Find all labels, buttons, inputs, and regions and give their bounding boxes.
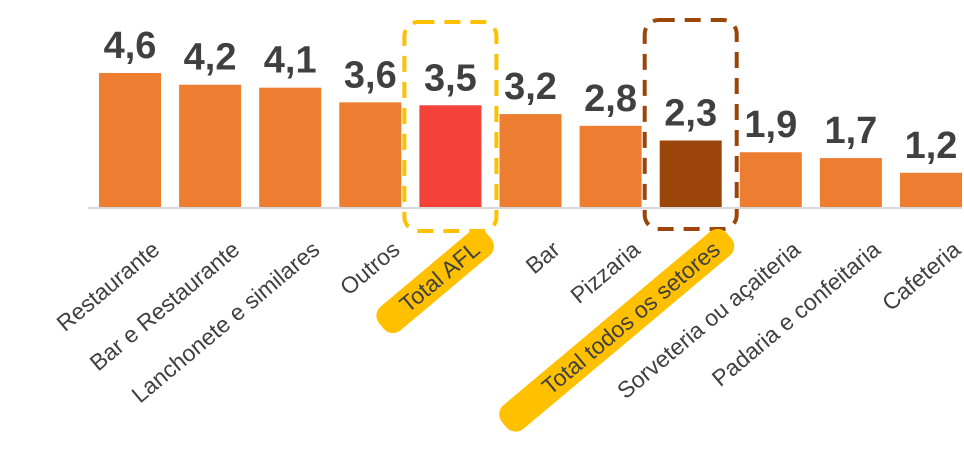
bar-sorveteria-ou-acaiteria [739,152,802,208]
highlight-frame-total-afl [402,20,499,233]
label-badge-total-todos-os-setores [499,229,735,432]
bar-restaurante [99,72,161,209]
category-label-outros: Outros [335,236,405,300]
value-label-restaurante: 4,6 [104,25,157,67]
value-label-total-afl: 3,5 [424,57,477,99]
value-labels: 4,6 4,2 4,1 3,6 3,5 3,2 2,8 2,3 1,9 1,7 1,2 [104,25,958,167]
bar-outros [339,102,402,208]
bar-lanchonete-e-similares [259,87,322,208]
bars [99,72,962,209]
bar-cafeteria [900,172,962,208]
value-label-padaria-e-confeitaria: 1,7 [824,110,877,152]
value-label-total-todos-os-setores: 2,3 [664,92,717,134]
value-label-sorveteria-ou-acaiteria: 1,9 [744,104,797,146]
value-label-bar-e-restaurante: 4,2 [184,37,237,79]
label-badges [376,229,735,432]
value-label-outros: 3,6 [344,54,397,96]
bar-bar [499,114,562,208]
category-label-total-afl: Total AFL [394,236,484,318]
bar-total-todos-os-setores [659,140,722,208]
value-label-lanchonete-e-similares: 4,1 [264,40,317,82]
highlight-frame-total-todos-os-setores [642,18,739,231]
bar-padaria-e-confeitaria [819,158,882,208]
highlight-frames [402,18,739,233]
bar-bar-e-restaurante [179,84,242,208]
value-label-cafeteria: 1,2 [905,125,958,167]
value-label-bar: 3,2 [504,66,557,108]
value-label-pizzaria: 2,8 [584,78,637,120]
category-label-bar: Bar [521,236,565,279]
label-badge-total-afl [376,229,494,334]
bar-pizzaria [579,125,642,208]
bar-total-afl [419,105,482,208]
category-label-cafeteria: Cafeteria [877,236,964,316]
